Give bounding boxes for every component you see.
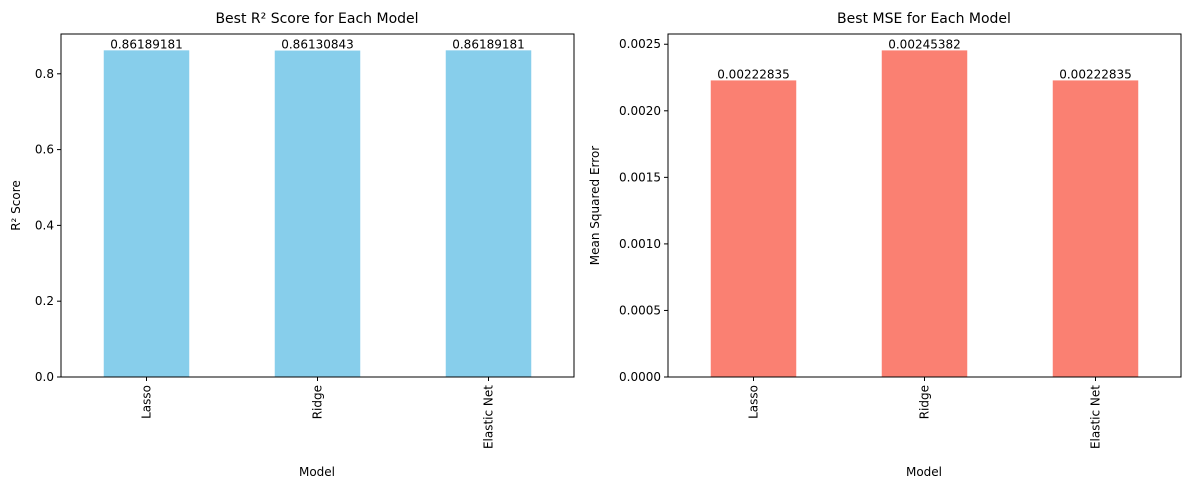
data-label: 0.00222835 bbox=[717, 67, 790, 81]
y-ticks: 0.0 0.2 0.4 0.6 0.8 bbox=[35, 67, 61, 384]
y-axis-label: R² Score bbox=[9, 180, 23, 231]
bar bbox=[1052, 80, 1139, 377]
chart-title: Best MSE for Each Model bbox=[837, 11, 1011, 27]
y-tick-label: 0.4 bbox=[35, 218, 54, 232]
data-label: 0.86189181 bbox=[452, 37, 525, 51]
x-ticks: Lasso Ridge Elastic Net bbox=[747, 377, 1103, 449]
data-label: 0.00222835 bbox=[1059, 67, 1132, 81]
y-tick-label: 0.0005 bbox=[619, 303, 661, 317]
y-tick-label: 0.0010 bbox=[619, 237, 661, 251]
x-tick-label: Lasso bbox=[747, 385, 761, 419]
y-tick-label: 0.6 bbox=[35, 143, 54, 157]
y-axis-label: Mean Squared Error bbox=[588, 146, 602, 266]
y-tick-label: 0.0 bbox=[35, 370, 54, 384]
y-tick-label: 0.8 bbox=[35, 67, 54, 81]
chart-mse: Best MSE for Each Model 0.00222835 0.0024… bbox=[588, 11, 1182, 479]
y-ticks: 0.0000 0.0005 0.0010 0.0015 0.0020 0.0025 bbox=[619, 37, 668, 384]
bar bbox=[274, 50, 361, 377]
y-tick-label: 0.0025 bbox=[619, 37, 661, 51]
bars bbox=[710, 50, 1139, 377]
x-tick-label: Elastic Net bbox=[1089, 385, 1103, 449]
data-label: 0.86189181 bbox=[110, 37, 183, 51]
x-tick-label: Elastic Net bbox=[482, 385, 496, 449]
data-label: 0.86130843 bbox=[281, 38, 354, 52]
bar bbox=[103, 50, 190, 377]
y-tick-label: 0.0015 bbox=[619, 170, 661, 184]
bar bbox=[881, 50, 968, 377]
bar bbox=[710, 80, 797, 377]
value-labels: 0.86189181 0.86130843 0.86189181 bbox=[110, 37, 525, 51]
x-axis-label: Model bbox=[906, 465, 942, 479]
x-tick-label: Ridge bbox=[918, 385, 932, 419]
x-tick-label: Ridge bbox=[311, 385, 325, 419]
chart-title: Best R² Score for Each Model bbox=[215, 11, 418, 27]
x-ticks: Lasso Ridge Elastic Net bbox=[140, 377, 496, 449]
y-tick-label: 0.0020 bbox=[619, 104, 661, 118]
x-tick-label: Lasso bbox=[140, 385, 154, 419]
y-tick-label: 0.0000 bbox=[619, 370, 661, 384]
value-labels: 0.00222835 0.00245382 0.00222835 bbox=[717, 37, 1132, 81]
chart-r2: Best R² Score for Each Model 0.86189181 0… bbox=[9, 11, 575, 479]
x-axis-label: Model bbox=[299, 465, 335, 479]
bars bbox=[103, 50, 532, 377]
y-tick-label: 0.2 bbox=[35, 294, 54, 308]
bar bbox=[445, 50, 532, 377]
data-label: 0.00245382 bbox=[888, 37, 961, 51]
